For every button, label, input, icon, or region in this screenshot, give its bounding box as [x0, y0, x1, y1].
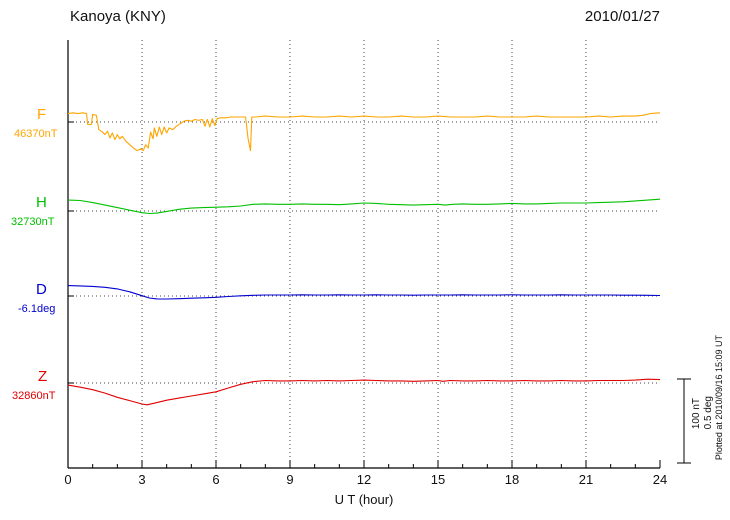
x-axis-title: U T (hour) — [334, 492, 394, 507]
component-baseline-Z: 32860nT — [12, 390, 56, 402]
component-baseline-H: 32730nT — [11, 216, 55, 228]
x-tick-label-21: 21 — [578, 472, 594, 487]
trace-D — [67, 285, 661, 300]
x-tick-label-15: 15 — [430, 472, 446, 487]
scale-nt-label: 100 nT — [691, 398, 702, 430]
trace-F — [67, 112, 661, 152]
component-baseline-F: 46370nT — [14, 128, 58, 140]
x-tick-label-0: 0 — [64, 472, 72, 487]
component-label-Z: Z — [38, 368, 48, 385]
component-label-F: F — [37, 106, 47, 123]
x-tick-label-3: 3 — [138, 472, 146, 487]
x-tick-label-9: 9 — [286, 472, 294, 487]
plot-date: 2010/01/27 — [584, 8, 660, 25]
station-title: Kanoya (KNY) — [70, 8, 166, 25]
x-tick-label-24: 24 — [652, 472, 668, 487]
x-tick-label-12: 12 — [356, 472, 372, 487]
trace-Z — [67, 378, 661, 406]
trace-H — [67, 198, 661, 215]
component-baseline-D: -6.1deg — [18, 303, 56, 315]
plotted-at-note: Plotted at 2010/09/16 15:09 UT — [714, 335, 724, 461]
x-tick-label-18: 18 — [504, 472, 520, 487]
scale-deg-label: 0.5 deg — [703, 396, 714, 430]
component-label-H: H — [36, 194, 47, 211]
component-label-D: D — [36, 281, 47, 298]
x-tick-label-6: 6 — [212, 472, 220, 487]
